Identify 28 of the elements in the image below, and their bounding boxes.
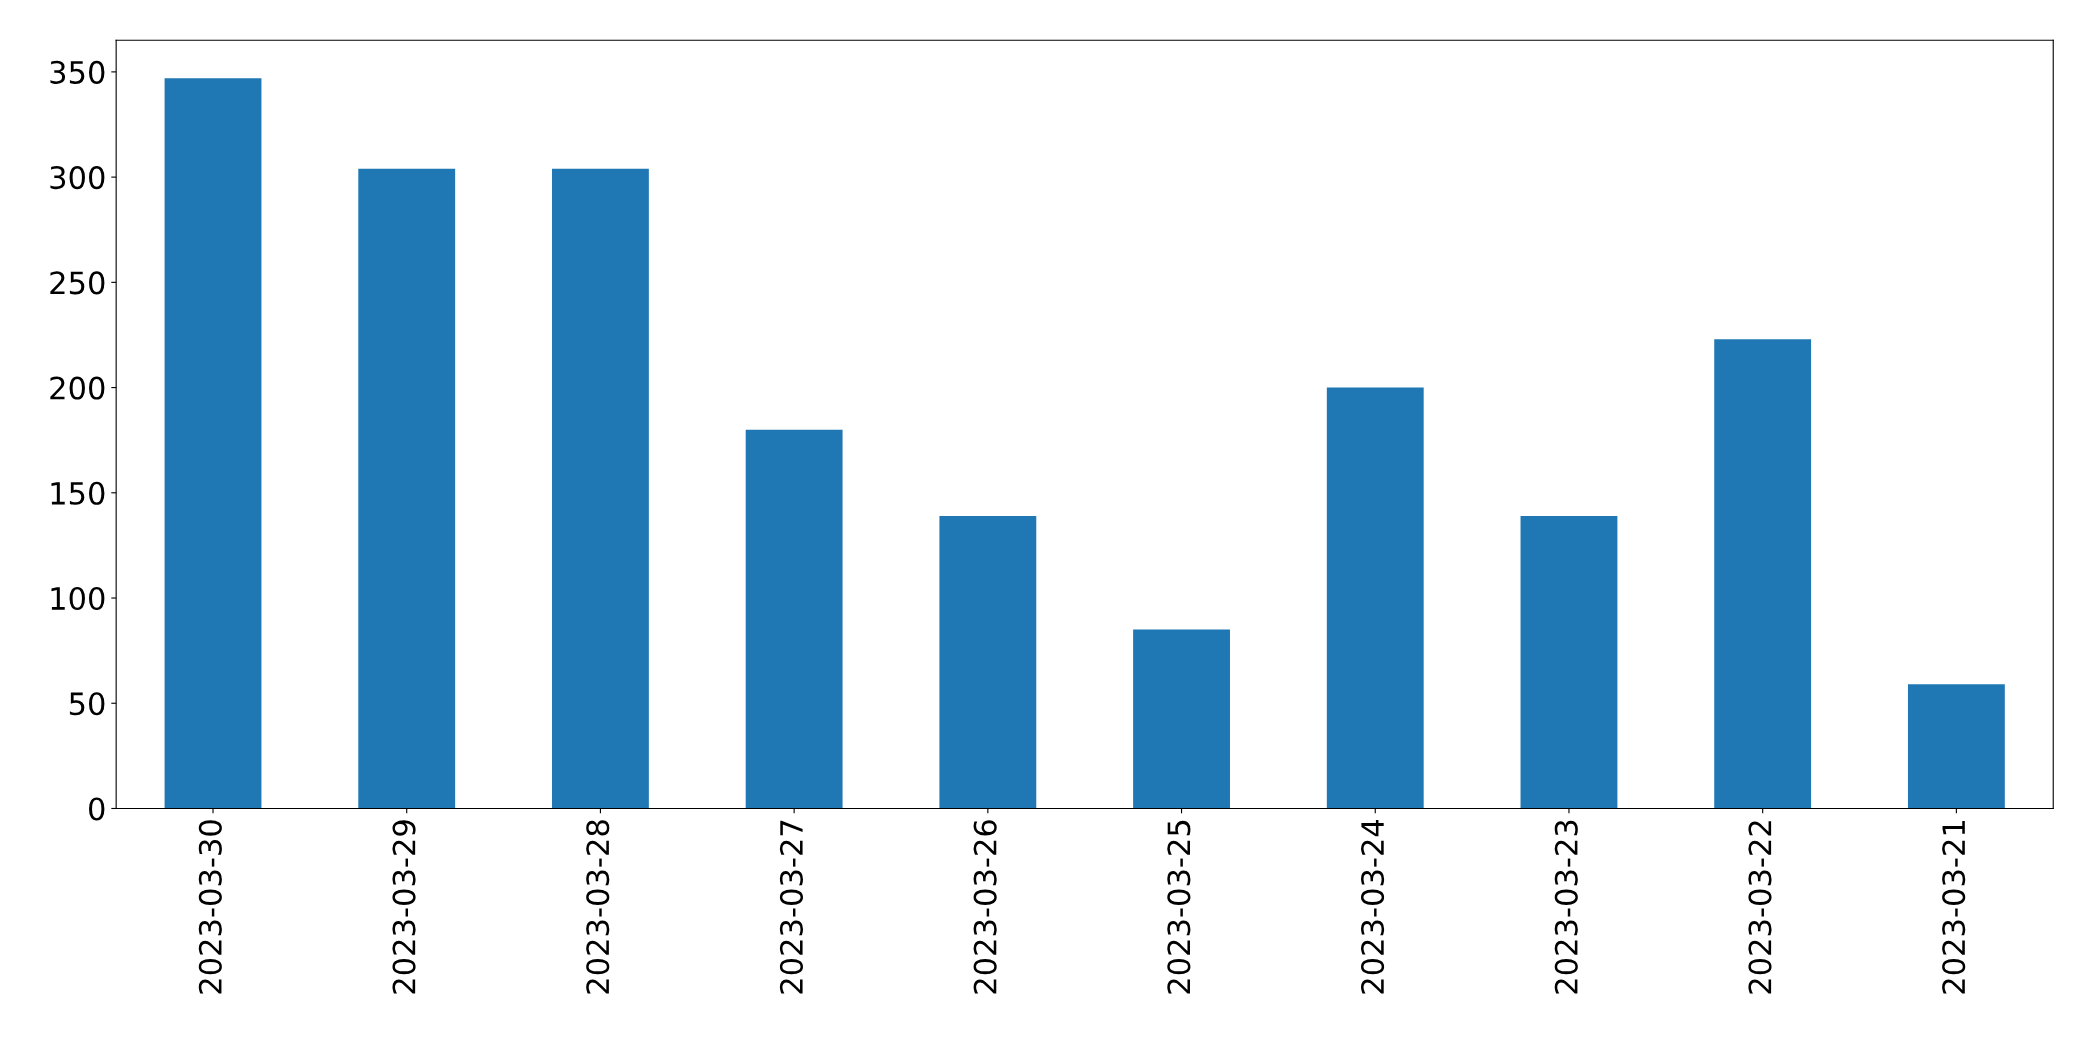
bar [164,78,262,809]
bar [1520,515,1618,809]
x-tick-label: 2023-03-23 [1554,820,1578,994]
bar [939,515,1037,809]
bar [745,429,843,809]
bar [552,168,649,809]
x-tick-label: 2023-03-29 [392,820,416,994]
y-tick-label: 0 [89,797,105,821]
x-tick-label: 2023-03-26 [973,820,997,994]
x-tick-label: 2023-03-25 [1167,820,1191,994]
bar [1907,684,2005,809]
bar [1133,629,1230,809]
y-tick-label: 250 [50,271,105,295]
y-tick-label: 200 [50,376,105,400]
x-tick-label: 2023-03-21 [1942,821,1966,994]
x-tick-label: 2023-03-27 [779,820,803,994]
x-tick-label: 2023-03-30 [198,820,222,994]
y-tick-label: 100 [51,586,105,611]
y-tick-label: 300 [50,166,105,190]
bar [358,168,456,809]
x-tick-label: 2023-03-22 [1748,821,1772,994]
bar [1714,339,1812,809]
y-tick-label: 350 [50,60,105,84]
y-tick-label: 50 [69,692,105,716]
y-tick-label: 150 [51,481,105,505]
bar [1326,387,1424,809]
x-tick-label: 2023-03-28 [586,820,610,994]
x-tick-label: 2023-03-24 [1361,819,1385,994]
